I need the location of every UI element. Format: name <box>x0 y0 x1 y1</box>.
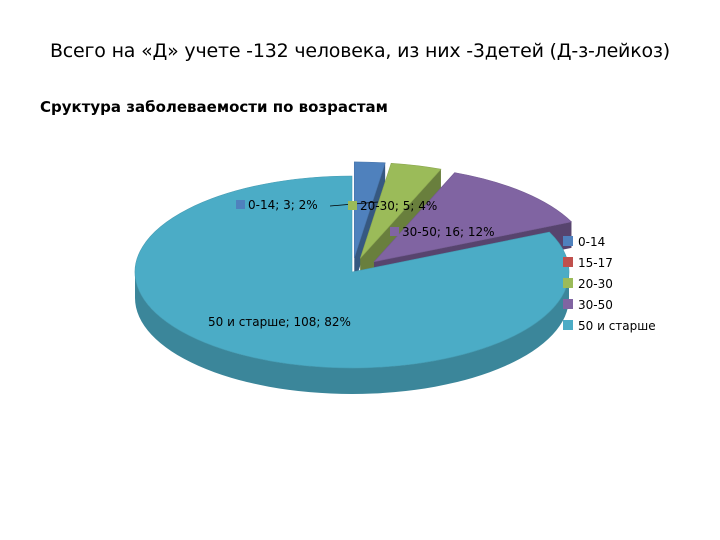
chart-title: Сруктура заболеваемости по возрастам <box>40 98 388 116</box>
data-label-50-и-старше: 50 и старше; 108; 82% <box>208 315 351 329</box>
legend-swatch-50-и-старше <box>563 320 573 330</box>
legend-swatch-15-17 <box>563 257 573 267</box>
data-label-30-50: 30-50; 16; 12% <box>402 225 495 239</box>
data-label-key-30-50 <box>390 227 399 236</box>
pie-layer <box>134 161 573 394</box>
data-labels: 0-14; 3; 2% 20-30; 5; 4% 30-50; 16; 12% 50 … <box>196 198 495 329</box>
pie-slice-50-и-старше <box>134 175 570 369</box>
legend-label-50-и-старше: 50 и старше <box>578 319 656 333</box>
data-label-20-30: 20-30; 5; 4% <box>360 199 437 213</box>
data-label-key-0-14 <box>236 200 245 209</box>
slide-title: Всего на «Д» учете -132 человека, из них… <box>49 40 671 62</box>
legend-swatch-0-14 <box>563 236 573 246</box>
pie-slice-side-50-и-старше <box>135 272 569 394</box>
legend-label-15-17: 15-17 <box>578 256 613 270</box>
data-label-0-14: 0-14; 3; 2% <box>248 198 318 212</box>
data-label-key-20-30 <box>348 201 357 210</box>
pie-slice-20-30 <box>359 162 442 259</box>
data-label-key-50-и-старше <box>196 317 205 326</box>
legend: 0-14 15-17 20-30 30-50 50 и старше <box>563 235 656 333</box>
legend-label-30-50: 30-50 <box>578 298 613 312</box>
legend-swatch-20-30 <box>563 278 573 288</box>
pie-slice-30-50 <box>373 172 573 263</box>
legend-swatch-30-50 <box>563 299 573 309</box>
pie-slice-0-14 <box>353 161 386 258</box>
legend-label-20-30: 20-30 <box>578 277 613 291</box>
legend-label-0-14: 0-14 <box>578 235 605 249</box>
